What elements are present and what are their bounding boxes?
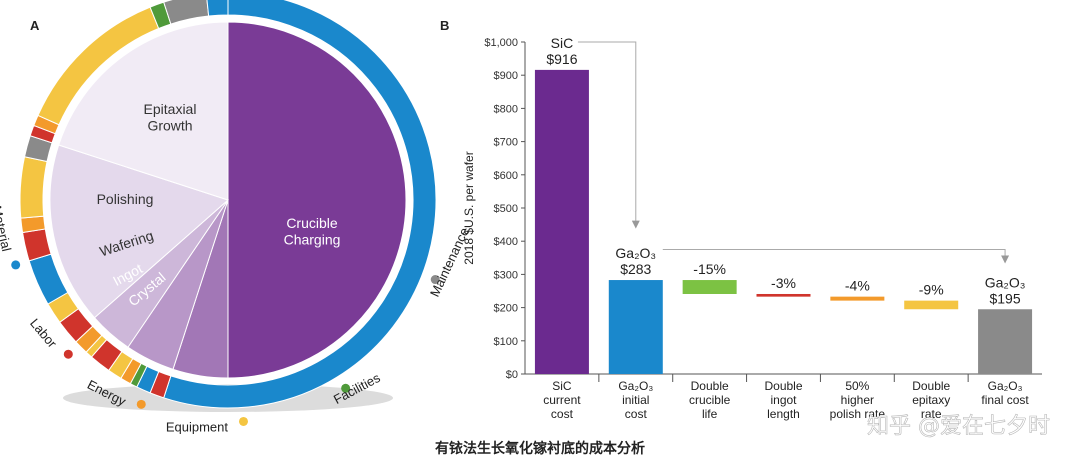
caption: 有铱法生长氧化镓衬底的成本分析 — [435, 440, 645, 456]
bar-value-label: $916 — [546, 51, 577, 67]
x-category-label: SiC current cost — [543, 379, 581, 421]
x-category-label: Double crucible life — [689, 379, 731, 421]
y-tick-label: $700 — [494, 137, 518, 149]
bar-6 — [978, 309, 1033, 374]
legend-dot-maintenance — [430, 275, 440, 285]
y-tick-label: $500 — [494, 203, 518, 215]
x-category-label: Double epitaxy rate — [912, 379, 950, 421]
legend-label-equipment: Equipment — [166, 419, 229, 434]
x-category-label: Ga₂O₃ initial cost — [618, 379, 653, 421]
y-tick-label: $900 — [494, 70, 518, 82]
bar-change-label: -4% — [845, 278, 870, 294]
bar-1 — [608, 280, 663, 374]
connectors — [577, 41, 1010, 264]
y-tick-label: $400 — [494, 236, 518, 248]
legend-dot-labor — [63, 349, 73, 359]
y-tick-label: $0 — [506, 369, 518, 381]
bar-5 — [904, 300, 959, 310]
ring-segment-maintenance — [163, 0, 210, 25]
legend-dot-energy — [136, 399, 146, 409]
bar-name-label: Ga₂O₃ — [985, 274, 1026, 290]
bar-name-label: Ga₂O₃ — [615, 245, 656, 261]
bar-value-label: $195 — [989, 290, 1020, 306]
legend-label-labor: Labor — [27, 316, 60, 352]
y-tick-label: $200 — [494, 303, 518, 315]
pie-slice-polishing — [49, 144, 229, 319]
watermark: 知乎 @爱在七夕时 — [867, 414, 1050, 439]
panel-a: A Crucible ChargingCrystalIngotWaferingPo… — [0, 0, 472, 434]
panel-b-label: B — [440, 18, 449, 33]
pie-slice-epitaxial-growth — [58, 21, 229, 201]
legend-label-material: Material — [0, 204, 14, 253]
pie-label-polishing: Polishing — [97, 191, 154, 207]
x-category-label: Double ingot length — [764, 379, 802, 421]
ring-segment-equipment — [19, 156, 48, 219]
y-tick-label: $300 — [494, 269, 518, 281]
x-category-label: 50% higher polish rate — [830, 379, 886, 421]
bar-2 — [682, 280, 737, 294]
x-axis: SiC current cost Ga₂O₃ initial cost Double cruc… — [543, 374, 1029, 421]
y-axis-label: 2018 $U.S. per wafer — [462, 151, 476, 264]
bar-change-label: -9% — [919, 282, 944, 298]
legend-dot-material — [11, 260, 21, 270]
bar-value-label: $283 — [620, 261, 651, 277]
outer-ring — [19, 0, 437, 409]
y-tick-label: $800 — [494, 103, 518, 115]
legend-dot-equipment — [238, 416, 248, 426]
pie-label-epitaxial-growth: Epitaxial Growth — [144, 101, 197, 134]
connector-initial-to-final — [662, 249, 1010, 264]
bar-name-label: SiC — [551, 35, 574, 51]
panel-b: B 2018 $U.S. per wafer $0 $100 $200 $300 $40… — [440, 18, 1042, 421]
pie-slice-crucible-charging — [227, 21, 407, 379]
y-tick-label: $600 — [494, 170, 518, 182]
y-tick-label: $1,000 — [484, 37, 518, 49]
bar-4 — [830, 296, 885, 301]
connector-sic-to-ga2o3 — [577, 41, 640, 229]
x-category-label: Ga₂O₃ final cost — [981, 379, 1029, 407]
bar-change-label: -15% — [693, 261, 726, 277]
inner-pie — [49, 21, 407, 379]
y-tick-label: $100 — [494, 336, 518, 348]
bar-change-label: -3% — [771, 275, 796, 291]
panel-a-label: A — [30, 18, 40, 33]
ring-segment-material — [206, 0, 229, 17]
legend-dot-facilities — [341, 383, 351, 393]
bar-0 — [534, 69, 589, 374]
pie-label-crucible-charging: Crucible Charging — [284, 215, 341, 248]
bar-3 — [756, 293, 811, 297]
